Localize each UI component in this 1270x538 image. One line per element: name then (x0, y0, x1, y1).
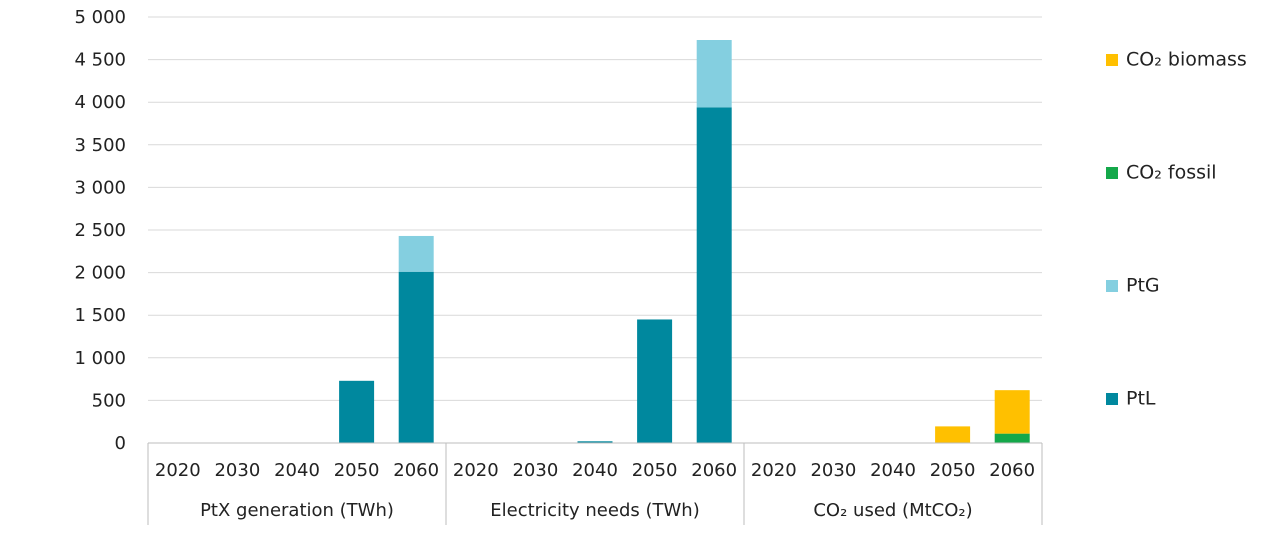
legend-label: PtG (1126, 274, 1160, 297)
legend-swatch (1106, 279, 1118, 292)
legend-swatch (1106, 53, 1118, 66)
x-tick-label: 2030 (214, 460, 260, 481)
legend-item: CO₂ biomass (1106, 48, 1247, 71)
y-tick-label: 2 500 (74, 220, 126, 241)
x-tick-label: 2040 (572, 460, 618, 481)
y-tick-label: 4 000 (74, 92, 126, 113)
legend-label: PtL (1126, 387, 1156, 410)
x-tick-label: 2050 (632, 460, 678, 481)
y-tick-label: 0 (115, 433, 126, 454)
bar-ptg (696, 40, 732, 108)
y-tick-label: 1 500 (74, 305, 126, 326)
legend-label: CO₂ biomass (1126, 48, 1247, 71)
x-tick-label: 2030 (512, 460, 558, 481)
bar-ptg (398, 235, 434, 272)
y-tick-label: 2 000 (74, 263, 126, 284)
x-tick-label: 2060 (393, 460, 439, 481)
legend-swatch (1106, 392, 1118, 405)
y-tick-label: 3 000 (74, 177, 126, 198)
x-tick-label: 2020 (751, 460, 797, 481)
x-tick-label: 2030 (810, 460, 856, 481)
bar-ptl (696, 107, 732, 443)
legend-item: CO₂ fossil (1106, 161, 1217, 184)
bar-co-fossil (994, 433, 1030, 443)
gridlines (148, 16, 1042, 444)
x-tick-label: 2040 (274, 460, 320, 481)
group-label: Electricity needs (TWh) (490, 500, 699, 521)
legend-item: PtG (1106, 274, 1160, 297)
bar-ptl (577, 441, 613, 443)
bar-co-biomass (994, 390, 1030, 434)
y-tick-label: 4 500 (74, 50, 126, 71)
legend-swatch (1106, 166, 1118, 179)
group-label: CO₂ used (MtCO₂) (813, 500, 972, 521)
x-tick-label: 2050 (334, 460, 380, 481)
bar-ptl (339, 380, 375, 443)
x-tick-label: 2060 (989, 460, 1035, 481)
x-tick-label: 2050 (930, 460, 976, 481)
y-tick-label: 3 500 (74, 135, 126, 156)
x-axis: 2020 2030 2040 2050 2060 2020 2030 2040 2050 2060… (147, 442, 1043, 525)
y-tick-label: 1 000 (74, 348, 126, 369)
bar-co-biomass (935, 426, 971, 443)
bars (339, 40, 1030, 443)
bar-ptl (637, 319, 673, 443)
x-tick-label: 2020 (453, 460, 499, 481)
legend-label: CO₂ fossil (1126, 161, 1217, 184)
bar-ptl (398, 271, 434, 443)
legend-item: PtL (1106, 387, 1156, 410)
y-tick-label: 500 (92, 390, 126, 411)
x-tick-label: 2060 (691, 460, 737, 481)
x-tick-label: 2020 (155, 460, 201, 481)
y-axis-ticks: 0 500 1 000 1 500 2 000 2 500 3 000 3 500 4 000 4… (74, 7, 126, 454)
group-label: PtX generation (TWh) (200, 500, 394, 521)
x-tick-label: 2040 (870, 460, 916, 481)
y-tick-label: 5 000 (74, 7, 126, 28)
